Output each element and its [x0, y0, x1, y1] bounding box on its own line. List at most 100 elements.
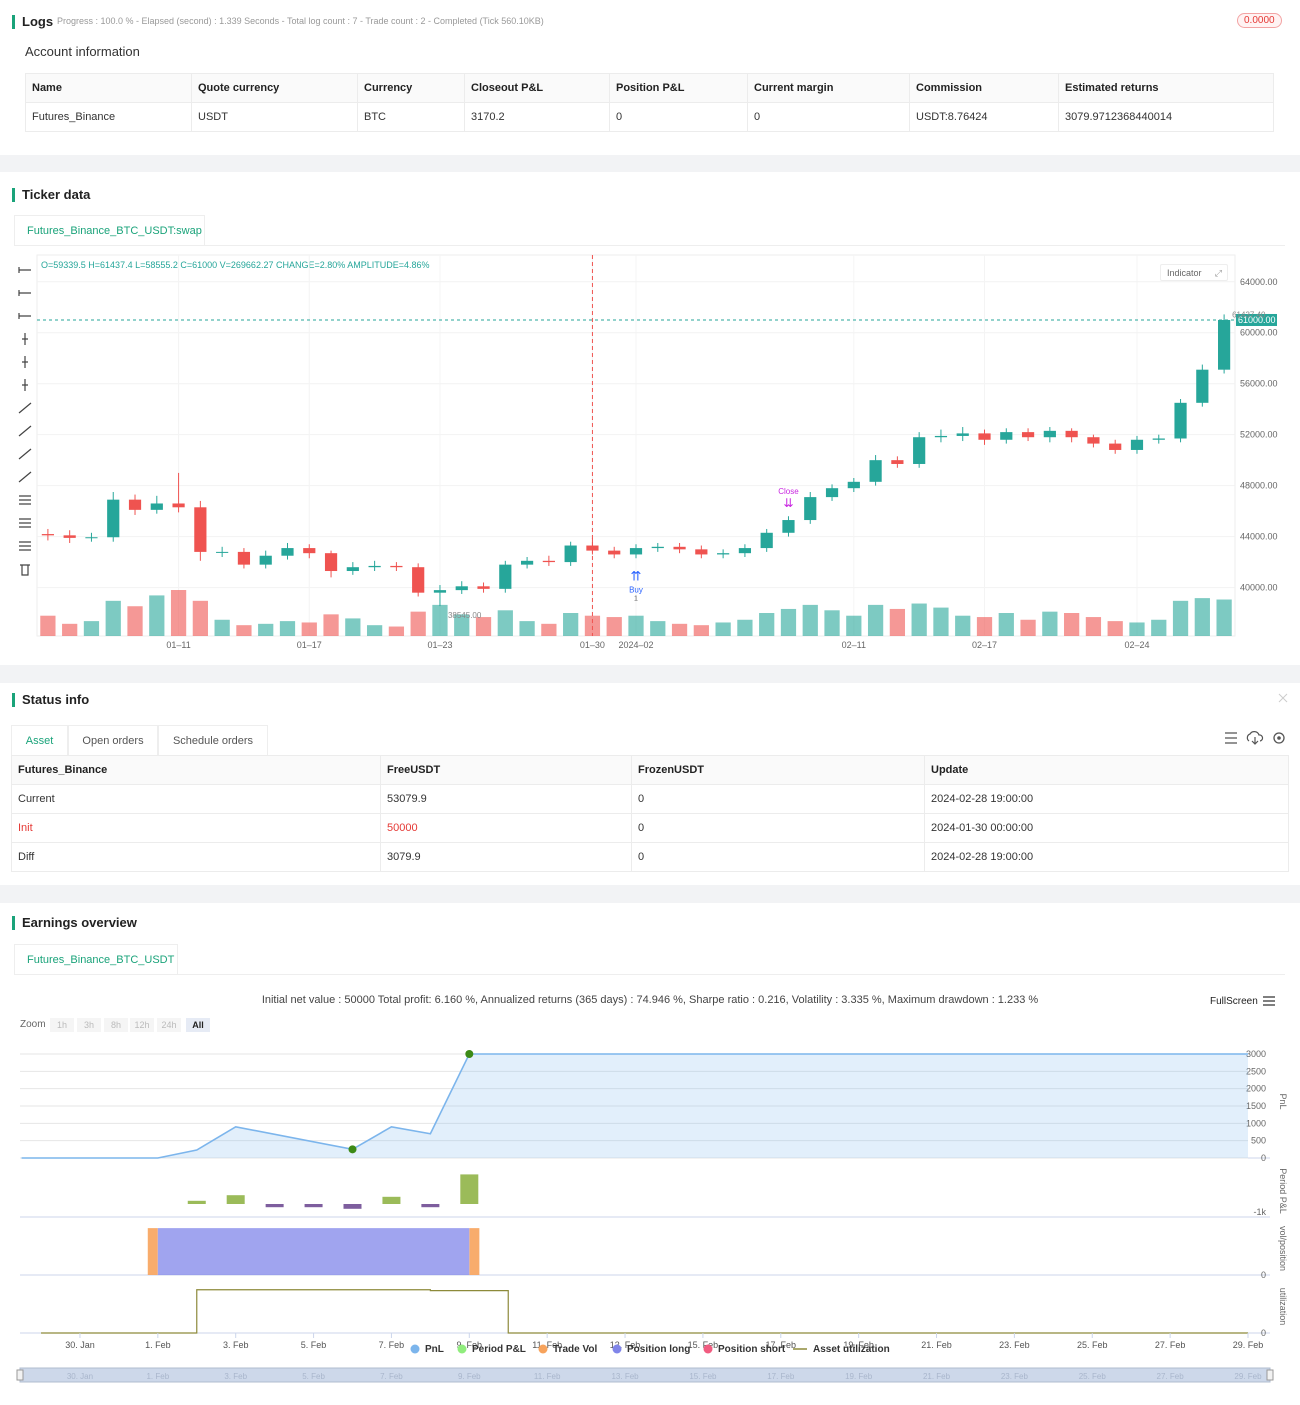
table-cell: 50000 [380, 813, 632, 843]
x-tick-label: 25. Feb [1077, 1340, 1108, 1350]
candle-body [825, 488, 839, 498]
tool-icon[interactable] [18, 448, 32, 460]
utilization-line [41, 1289, 1248, 1334]
tool-icon[interactable] [22, 333, 28, 345]
tab[interactable]: Open orders [68, 725, 158, 755]
low-label: 38545.00 [448, 611, 482, 620]
candle-body [651, 546, 664, 549]
x-tick-label: 02–24 [1124, 640, 1149, 650]
ohlc-text: O=59339.5 H=61437.4 L=58555.2 C=61000 V=… [41, 260, 430, 270]
legend-item[interactable]: Trade Vol [538, 1344, 598, 1355]
navigator-handle[interactable] [1266, 1369, 1274, 1381]
close-icon[interactable] [1276, 691, 1290, 705]
zoom-button[interactable]: All [186, 1018, 210, 1032]
tab[interactable]: Schedule orders [158, 725, 268, 755]
volume-bar [802, 604, 818, 636]
settings-icon[interactable] [1273, 732, 1285, 744]
signal-arrow: ⇈ [631, 568, 642, 583]
volume-bar [584, 615, 601, 636]
navigator-label: 29. Feb [1234, 1372, 1262, 1381]
navigator-label: 30. Jan [67, 1372, 93, 1381]
tool-icon[interactable] [18, 290, 31, 296]
candle-body [412, 567, 425, 593]
table-cell: Futures_Binance [25, 102, 192, 132]
candle-body [782, 520, 795, 533]
tool-icon[interactable] [22, 356, 28, 368]
candle-body [1130, 439, 1144, 450]
fullscreen-button[interactable]: FullScreen [1210, 996, 1258, 1007]
navigator-handle[interactable] [16, 1369, 24, 1381]
volume-bar [127, 606, 143, 636]
navigator-label: 25. Feb [1079, 1372, 1107, 1381]
status-section: Status info Asset Open orders Schedule ord… [0, 683, 1300, 885]
volume-bar [475, 617, 492, 636]
tool-icon[interactable] [20, 564, 30, 576]
legend-item[interactable]: PnL [410, 1344, 444, 1355]
column-header: FreeUSDT [380, 755, 632, 785]
legend-item[interactable]: Position long [612, 1344, 691, 1355]
tool-icon[interactable] [18, 267, 31, 273]
volume-bar [998, 613, 1014, 636]
tool-icon[interactable] [19, 495, 31, 505]
legend-item[interactable]: Asset utilization [793, 1344, 890, 1355]
tool-icon[interactable] [19, 518, 31, 528]
candle-body [1087, 437, 1100, 444]
tool-glyph [19, 518, 31, 528]
y-tick-label: 64000.00 [1240, 277, 1278, 287]
volume-bar [519, 621, 535, 636]
tool-icon[interactable] [18, 313, 31, 319]
volume-bar [1020, 619, 1036, 636]
point-marker [465, 1050, 474, 1059]
volume-bar [759, 613, 775, 636]
candle-body [216, 551, 229, 553]
table-row: Futures_Binance USDT BTC 3170.2 0 0 USDT:8.764… [25, 102, 1274, 132]
column-header: Current margin [747, 73, 910, 103]
zoom-button[interactable]: 1h [50, 1018, 74, 1032]
column-header: Estimated returns [1058, 73, 1274, 103]
tool-icon[interactable] [18, 402, 32, 414]
list-icon[interactable] [1225, 732, 1237, 744]
tab-rule [14, 245, 1285, 246]
tab[interactable]: Futures_Binance_BTC_USDT:swap [14, 215, 205, 245]
volume-bar [1216, 599, 1232, 636]
signal-arrow: ⇊ [783, 496, 793, 510]
high-label: 61437.40 [1232, 310, 1266, 319]
indicator-button[interactable]: Indicator ⤢ [1160, 264, 1228, 281]
last-price-label: 61000.00 [1238, 315, 1276, 325]
table-cell: Init [11, 813, 381, 843]
x-tick-label: 01–23 [427, 640, 452, 650]
legend-item[interactable]: Period P&L [457, 1344, 526, 1355]
navigator-label: 15. Feb [689, 1372, 717, 1381]
legend-label: Asset utilization [813, 1344, 890, 1355]
tab[interactable]: Asset [11, 725, 68, 755]
zoom-button[interactable]: 12h [130, 1018, 154, 1032]
volume-bar [214, 619, 230, 636]
table-cell: 2024-02-28 19:00:00 [924, 784, 1289, 814]
volume-bar [628, 615, 644, 636]
legend-item[interactable]: Position short [703, 1344, 786, 1355]
column-header: Closeout P&L [464, 73, 610, 103]
y-tick-label: -1k [1253, 1207, 1266, 1217]
button-label: Indicator [1167, 268, 1202, 278]
tool-icon[interactable] [18, 425, 32, 437]
zoom-button[interactable]: 8h [104, 1018, 128, 1032]
table-cell: USDT:8.76424 [909, 102, 1059, 132]
table-cell: 3079.9712368440014 [1058, 102, 1274, 132]
volume-bar [933, 607, 949, 636]
tool-icon[interactable] [22, 379, 28, 391]
zoom-button[interactable]: 3h [77, 1018, 101, 1032]
candle-body [695, 549, 708, 555]
x-tick-label: 27. Feb [1155, 1340, 1186, 1350]
volume-bar [1151, 619, 1167, 636]
candle-body [934, 435, 948, 438]
download-icon[interactable] [1246, 731, 1264, 745]
tab[interactable]: Futures_Binance_BTC_USDT [14, 944, 178, 974]
tool-icon[interactable] [18, 471, 32, 483]
volume-bar [410, 611, 426, 636]
earnings-section: Earnings overview Futures_Binance_BTC_US… [0, 903, 1300, 1405]
asset-table: Futures_Binance FreeUSDT FrozenUSDT Update C… [11, 755, 1289, 872]
menu-icon[interactable] [1262, 995, 1276, 1007]
zoom-button[interactable]: 24h [157, 1018, 181, 1032]
tool-icon[interactable] [19, 541, 31, 551]
column [187, 1200, 206, 1204]
